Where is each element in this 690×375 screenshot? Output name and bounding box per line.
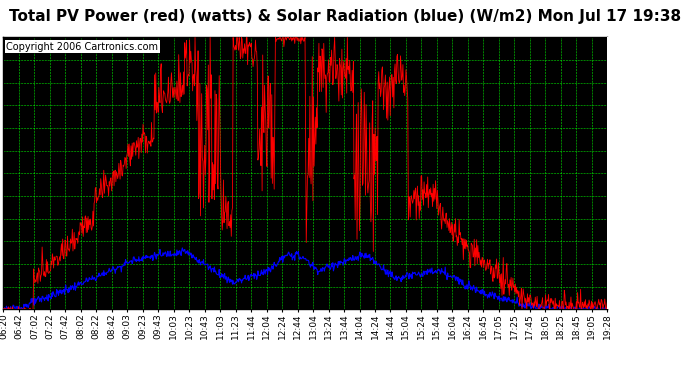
Text: Copyright 2006 Cartronics.com: Copyright 2006 Cartronics.com bbox=[6, 42, 159, 52]
Text: Total PV Power (red) (watts) & Solar Radiation (blue) (W/m2) Mon Jul 17 19:38: Total PV Power (red) (watts) & Solar Rad… bbox=[9, 9, 681, 24]
